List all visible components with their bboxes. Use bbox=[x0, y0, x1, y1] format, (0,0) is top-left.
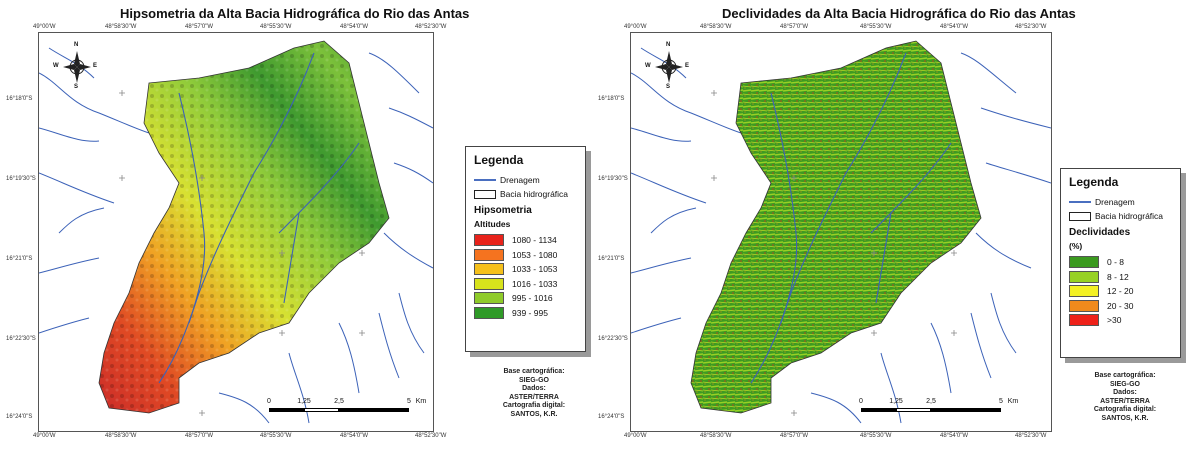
left-coord-top-5: 48°54'0"W bbox=[340, 24, 369, 30]
left-inner-drainage bbox=[158, 52, 360, 384]
left-coord-top-3: 48°57'0"W bbox=[185, 24, 214, 30]
right-coord-top-2: 48°58'30"W bbox=[700, 24, 732, 30]
right-coord-top-5: 48°54'0"W bbox=[940, 24, 969, 30]
right-north-label: N bbox=[666, 42, 671, 48]
left-east-label: E bbox=[93, 63, 98, 69]
left-coord-bot-5: 48°54'0"W bbox=[340, 433, 369, 439]
right-coord-bot-2: 48°58'30"W bbox=[700, 433, 732, 439]
left-coord-left-4: 16°22'30"S bbox=[6, 336, 36, 342]
left-west-label: W bbox=[53, 63, 59, 69]
left-coord-top-1: 49°00'W bbox=[33, 24, 56, 30]
left-legend-theme: Hipsometria bbox=[474, 205, 532, 216]
left-coord-left-1: 16°18'0"S bbox=[6, 96, 33, 102]
left-coord-left-5: 16°24'0"S bbox=[6, 414, 33, 420]
left-coord-bot-3: 48°57'0"W bbox=[185, 433, 214, 439]
left-legend: Legenda Drenagem Bacia hidrográfica Hips… bbox=[465, 146, 586, 352]
right-coord-top-4: 48°55'30"W bbox=[860, 24, 892, 30]
left-class-6: 939 - 995 bbox=[474, 306, 577, 321]
left-coord-bot-2: 48°58'30"W bbox=[105, 433, 137, 439]
right-coord-top-6: 48°52'30"W bbox=[1015, 24, 1047, 30]
right-legend: Legenda Drenagem Bacia hidrográfica Decl… bbox=[1060, 168, 1181, 358]
left-legend-unit: Altitudes bbox=[474, 219, 511, 229]
left-coord-left-2: 16°19'30"S bbox=[6, 176, 36, 182]
left-coord-left-3: 16°21'0"S bbox=[6, 256, 33, 262]
left-class-1: 1080 - 1134 bbox=[474, 233, 577, 248]
right-class-3: 12 - 20 bbox=[1069, 284, 1172, 299]
left-south-label: S bbox=[74, 84, 79, 90]
right-coord-bot-6: 48°52'30"W bbox=[1015, 433, 1047, 439]
left-coord-bot-1: 49°00'W bbox=[33, 433, 56, 439]
right-legend-theme: Declividades bbox=[1069, 227, 1131, 238]
right-scale-bar: 0 1,25 2,5 5 Km bbox=[859, 398, 1031, 418]
right-coord-bot-4: 48°55'30"W bbox=[860, 433, 892, 439]
right-map-canvas bbox=[631, 40, 1051, 424]
left-legend-drainage: Drenagem bbox=[474, 173, 577, 187]
right-south-label: S bbox=[666, 84, 671, 90]
right-coord-left-2: 16°19'30"S bbox=[598, 176, 628, 182]
left-legend-title: Legenda bbox=[474, 153, 524, 167]
left-class-4: 1016 - 1033 bbox=[474, 277, 577, 292]
left-map-frame: N S W E Legenda Drenagem Bacia hidrográf… bbox=[38, 32, 586, 432]
right-credits: Base cartográfica: SIEG-GO Dados: ASTER/TE… bbox=[1093, 372, 1157, 422]
right-grid-crosses bbox=[711, 90, 957, 416]
left-map-title: Hipsometria da Alta Bacia Hidrográfica d… bbox=[120, 6, 470, 21]
left-north-label: N bbox=[74, 42, 79, 48]
right-class-4: 20 - 30 bbox=[1069, 299, 1172, 314]
right-coord-left-4: 16°22'30"S bbox=[598, 336, 628, 342]
left-background-drainage bbox=[39, 47, 433, 424]
left-legend-basin: Bacia hidrográfica bbox=[474, 187, 577, 201]
left-north-arrow: N S W E bbox=[53, 42, 98, 90]
left-scale-bar: 0 1,25 2,5 5 Km bbox=[267, 398, 439, 418]
left-coord-top-2: 48°58'30"W bbox=[105, 24, 137, 30]
right-map-frame: N S W E Legenda Drenagem Bacia hidrográf… bbox=[630, 32, 1181, 432]
right-east-label: E bbox=[685, 63, 690, 69]
left-map-canvas bbox=[39, 40, 433, 424]
right-legend-title: Legenda bbox=[1069, 175, 1119, 189]
left-coord-bot-4: 48°55'30"W bbox=[260, 433, 292, 439]
left-grid-crosses bbox=[119, 90, 365, 416]
right-coord-left-3: 16°21'0"S bbox=[598, 256, 625, 262]
right-coord-left-5: 16°24'0"S bbox=[598, 414, 625, 420]
right-legend-unit: (%) bbox=[1069, 241, 1083, 251]
right-class-5: >30 bbox=[1069, 313, 1172, 328]
right-north-arrow: N S W E bbox=[645, 42, 690, 90]
right-background-drainage bbox=[631, 47, 1051, 424]
right-coord-bot-5: 48°54'0"W bbox=[940, 433, 969, 439]
left-credits: Base cartográfica: SIEG-GO Dados: ASTER/TE… bbox=[502, 368, 566, 418]
right-class-2: 8 - 12 bbox=[1069, 270, 1172, 285]
right-inner-drainage bbox=[750, 52, 952, 384]
left-class-5: 995 - 1016 bbox=[474, 291, 577, 306]
right-coord-bot-1: 49°00'W bbox=[624, 433, 647, 439]
left-class-2: 1053 - 1080 bbox=[474, 248, 577, 263]
left-coord-bot-6: 48°52'30"W bbox=[415, 433, 447, 439]
right-coord-top-1: 49°00'W bbox=[624, 24, 647, 30]
right-map-title: Declividades da Alta Bacia Hidrográfica … bbox=[722, 6, 1076, 21]
right-legend-drainage: Drenagem bbox=[1069, 195, 1172, 209]
left-coord-top-6: 48°52'30"W bbox=[415, 24, 447, 30]
right-west-label: W bbox=[645, 63, 651, 69]
left-basin-outline bbox=[98, 40, 390, 414]
right-legend-basin: Bacia hidrográfica bbox=[1069, 209, 1172, 223]
left-class-3: 1033 - 1053 bbox=[474, 262, 577, 277]
right-coord-bot-3: 48°57'0"W bbox=[780, 433, 809, 439]
right-class-1: 0 - 8 bbox=[1069, 255, 1172, 270]
right-coord-left-1: 16°18'0"S bbox=[598, 96, 625, 102]
right-coord-top-3: 48°57'0"W bbox=[780, 24, 809, 30]
left-coord-top-4: 48°55'30"W bbox=[260, 24, 292, 30]
right-basin-outline bbox=[690, 40, 982, 414]
